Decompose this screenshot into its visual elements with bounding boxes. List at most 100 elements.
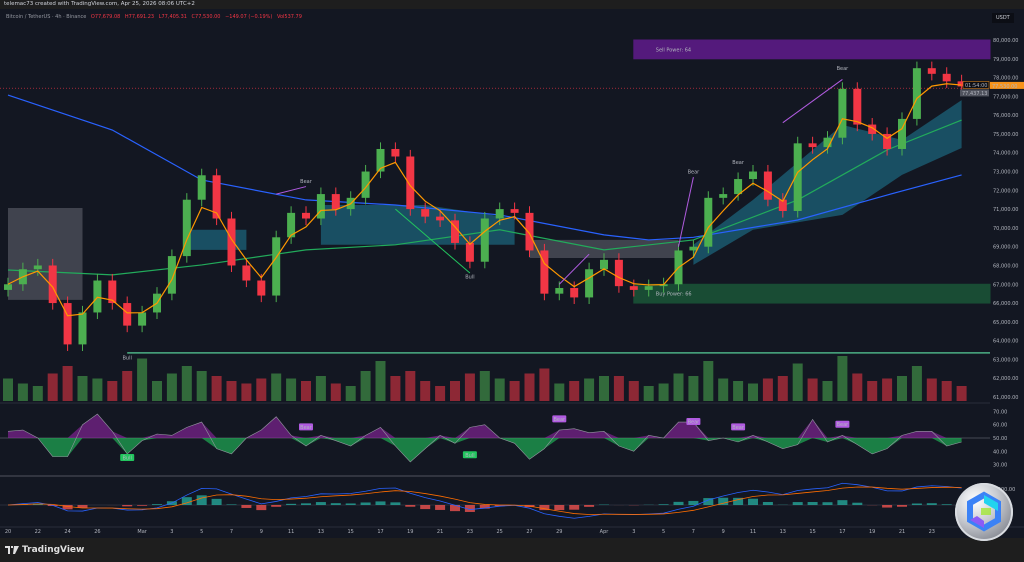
macd-histogram-bar (256, 505, 267, 511)
candle[interactable] (808, 143, 817, 148)
candle[interactable] (465, 242, 474, 262)
candle[interactable] (197, 175, 206, 200)
candle[interactable] (540, 250, 549, 294)
candle[interactable] (48, 265, 57, 304)
symbol-legend: Bitcoin / TetherUS · 4h · Binance O77,67… (6, 14, 302, 20)
candle[interactable] (495, 209, 504, 219)
candle[interactable] (78, 312, 87, 345)
candle[interactable] (4, 284, 12, 290)
volume-bar (867, 381, 878, 401)
osc-signal-badge (835, 420, 850, 428)
volume-bar (345, 386, 356, 401)
volume-bar (62, 366, 73, 401)
candle[interactable] (555, 288, 564, 294)
candle[interactable] (778, 199, 787, 211)
candle[interactable] (167, 256, 176, 294)
time-tick-label: 11 (750, 529, 756, 535)
candle[interactable] (853, 88, 862, 125)
macd-histogram-bar (226, 504, 237, 505)
hexagon-logo-icon (967, 491, 1001, 532)
power-zone[interactable] (633, 39, 991, 60)
price-tick-label: 73,000.00 (993, 170, 1018, 176)
candle[interactable] (749, 171, 757, 180)
candle[interactable] (689, 246, 698, 251)
macd-histogram-bar (792, 502, 803, 505)
osc-line (7, 413, 962, 463)
candle[interactable] (272, 237, 281, 296)
candle[interactable] (331, 194, 340, 210)
time-tick-label: 9 (260, 529, 263, 535)
candle[interactable] (361, 171, 370, 198)
volume-bar (256, 378, 267, 401)
candle[interactable] (182, 199, 191, 257)
candle[interactable] (421, 209, 430, 217)
macd-histogram-bar (822, 502, 833, 505)
power-zone-label: Sell Power: 64 (656, 47, 691, 53)
candle[interactable] (734, 179, 743, 195)
candle[interactable] (242, 265, 251, 281)
close-value: C77,530.00 (191, 14, 221, 20)
candle[interactable] (868, 124, 877, 134)
candle[interactable] (33, 265, 42, 270)
macd-histogram-bar (718, 497, 729, 505)
macd-histogram-bar (62, 505, 73, 510)
candle[interactable] (63, 303, 72, 345)
candle[interactable] (138, 312, 147, 326)
candle[interactable] (108, 280, 117, 304)
candle[interactable] (719, 194, 728, 198)
price-tick-label: 61,000.00 (993, 395, 1018, 401)
candle[interactable] (927, 68, 936, 74)
candle[interactable] (302, 212, 310, 219)
candle[interactable] (704, 197, 713, 247)
candle[interactable] (123, 303, 132, 326)
candle[interactable] (316, 194, 325, 219)
candle[interactable] (287, 212, 296, 238)
candle[interactable] (659, 284, 668, 287)
candle[interactable] (480, 218, 489, 262)
candle[interactable] (585, 269, 594, 298)
macd-histogram-bar (688, 500, 699, 505)
candle[interactable] (525, 212, 534, 251)
volume-bar (777, 376, 788, 401)
candle[interactable] (436, 216, 445, 221)
osc-signal-badge (299, 423, 313, 431)
time-tick-label: 24 (64, 529, 70, 535)
candle[interactable] (257, 280, 266, 296)
tradingview-logo[interactable]: TradingView (5, 545, 84, 555)
chart-canvas[interactable]: 80,000.00 79,000.00 78,000.00 77,000.00 76,0… (0, 9, 1024, 538)
candle[interactable] (406, 156, 415, 210)
symbol-name[interactable]: Bitcoin / TetherUS · 4h · Binance (6, 14, 87, 20)
attribution-bar: telemac73 created with TradingView.com, … (0, 0, 1024, 9)
candle[interactable] (451, 220, 459, 243)
candle[interactable] (883, 133, 892, 149)
candle[interactable] (600, 259, 608, 270)
candle[interactable] (793, 143, 802, 211)
candle[interactable] (644, 286, 653, 290)
candle[interactable] (391, 148, 400, 157)
candle[interactable] (763, 171, 772, 200)
candle[interactable] (823, 137, 832, 148)
price-tick-label: 70,000.00 (993, 226, 1018, 232)
candle[interactable] (629, 286, 638, 290)
candle[interactable] (376, 148, 385, 172)
candle[interactable] (838, 88, 847, 138)
price-axis[interactable] (990, 9, 1024, 538)
candle[interactable] (614, 259, 623, 287)
macd-histogram-bar (479, 505, 490, 509)
candle[interactable] (212, 175, 221, 219)
candle[interactable] (898, 118, 906, 149)
candle[interactable] (510, 209, 519, 213)
time-tick-label: 20 (5, 529, 11, 535)
candle[interactable] (93, 280, 102, 313)
currency-button[interactable]: USDT (992, 13, 1014, 23)
candle[interactable] (957, 81, 966, 87)
candle[interactable] (570, 288, 579, 298)
candle[interactable] (912, 68, 921, 119)
macd-histogram-bar (450, 505, 460, 512)
volume-bar (181, 366, 192, 401)
candle[interactable] (227, 218, 236, 266)
osc-tick-label: 60.00 (993, 423, 1007, 429)
candle[interactable] (942, 73, 951, 82)
osc-bear-fill (8, 414, 962, 438)
volume-bar (792, 363, 803, 401)
